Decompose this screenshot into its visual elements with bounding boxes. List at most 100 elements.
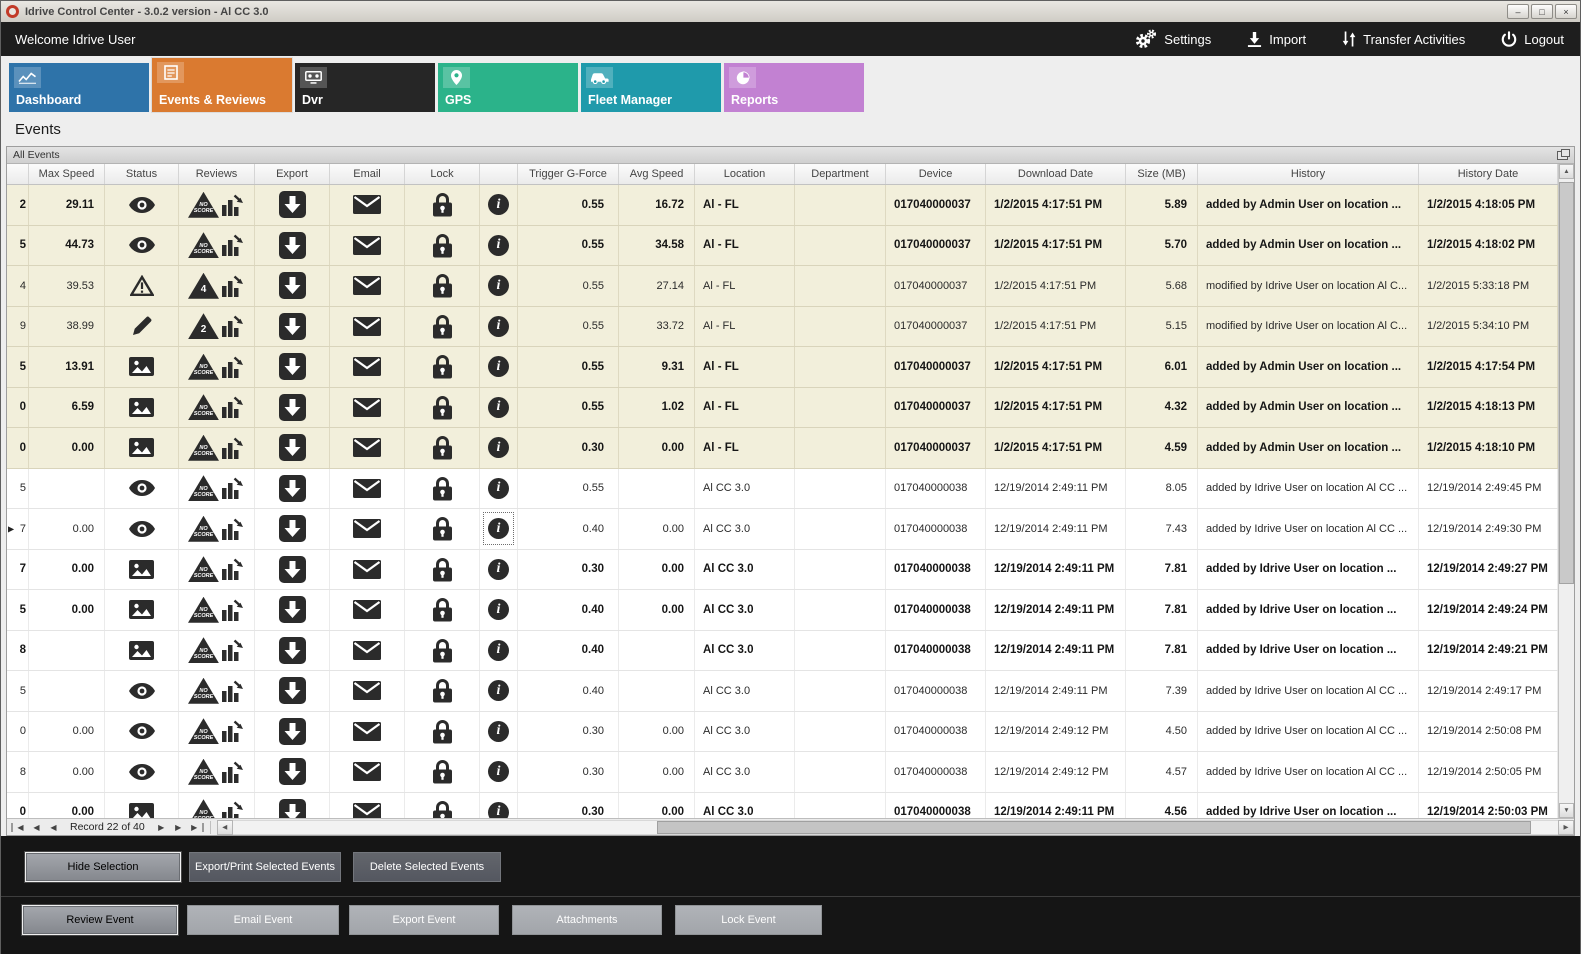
lock-cell[interactable] (405, 306, 480, 346)
column-header-download-date[interactable]: Download Date (986, 164, 1126, 184)
info-icon[interactable]: i (488, 477, 509, 499)
email-icon[interactable] (353, 681, 381, 701)
attachments-button[interactable]: Attachments (512, 905, 662, 935)
email-icon[interactable] (353, 316, 381, 336)
email-icon[interactable] (353, 478, 381, 498)
hide-selection-button[interactable]: Hide Selection (25, 852, 181, 882)
table-row[interactable]: 5 44.73 NO SCORE i 0.55 34.58 Al - FL 0170400000… (7, 225, 1558, 266)
info-cell[interactable]: i (480, 428, 518, 468)
export-icon[interactable] (278, 515, 306, 543)
info-icon[interactable]: i (488, 194, 509, 216)
horizontal-scrollbar[interactable] (216, 819, 1574, 835)
table-row[interactable]: 8 NO SCORE i 0.40 Al CC 3.0 017040000038 12/19/… (7, 630, 1558, 671)
vertical-scrollbar-thumb[interactable] (1559, 182, 1574, 584)
export-icon[interactable] (278, 596, 306, 624)
lock-icon[interactable] (432, 678, 452, 703)
info-cell[interactable]: i (480, 792, 518, 818)
email-icon[interactable] (353, 721, 381, 741)
close-button[interactable]: × (1555, 4, 1577, 19)
export-cell[interactable] (255, 549, 330, 589)
export-cell[interactable] (255, 387, 330, 427)
lock-cell[interactable] (405, 387, 480, 427)
email-cell[interactable] (330, 185, 405, 225)
info-icon[interactable]: i (488, 761, 509, 783)
email-cell[interactable] (330, 549, 405, 589)
column-header-export[interactable]: Export (255, 164, 330, 184)
lock-cell[interactable] (405, 752, 480, 792)
info-cell[interactable]: i (480, 509, 518, 549)
table-row[interactable]: 5 NO SCORE i 0.40 Al CC 3.0 017040000038 12/19/… (7, 671, 1558, 712)
column-header-max-speed[interactable]: Max Speed (29, 164, 105, 184)
info-icon[interactable]: i (488, 680, 509, 702)
info-icon[interactable]: i (488, 437, 509, 459)
export-icon[interactable] (278, 434, 306, 462)
horizontal-scrollbar-track[interactable] (232, 819, 1558, 835)
lock-cell[interactable] (405, 590, 480, 630)
column-header-lock[interactable]: Lock (405, 164, 480, 184)
info-icon[interactable]: i (488, 558, 509, 580)
last-record-button[interactable]: ▶ (187, 822, 204, 832)
info-cell[interactable]: i (480, 549, 518, 589)
info-cell[interactable]: i (480, 387, 518, 427)
table-row[interactable]: 2 29.11 NO SCORE i 0.55 16.72 Al - FL 0170400000… (7, 185, 1558, 226)
info-cell[interactable]: i (480, 590, 518, 630)
table-row[interactable]: 5 13.91 NO SCORE i 0.55 9.31 Al - FL 01704000003… (7, 347, 1558, 388)
first-record-button[interactable]: ◀ (11, 822, 28, 832)
info-icon[interactable]: i (488, 720, 509, 742)
export-cell[interactable] (255, 428, 330, 468)
lock-cell[interactable] (405, 468, 480, 508)
scroll-up-icon[interactable] (1559, 164, 1574, 179)
export-event-button[interactable]: Export Event (349, 905, 499, 935)
email-cell[interactable] (330, 468, 405, 508)
column-header-blank[interactable] (480, 164, 518, 184)
export-cell[interactable] (255, 225, 330, 265)
export-cell[interactable] (255, 468, 330, 508)
table-row[interactable]: 5 NO SCORE i 0.55 Al CC 3.0 017040000038 12/19/… (7, 468, 1558, 509)
export-icon[interactable] (278, 677, 306, 705)
table-row[interactable]: 4 39.53 4 i 0.55 27.14 Al - FL 017040000037 1/2/… (7, 266, 1558, 307)
export-cell[interactable] (255, 752, 330, 792)
reviews-cell[interactable]: 4 (179, 266, 255, 306)
table-row[interactable]: 0 0.00 NO SCORE i 0.30 0.00 Al - FL 017040000037… (7, 428, 1558, 469)
lock-cell[interactable] (405, 792, 480, 818)
lock-cell[interactable] (405, 711, 480, 751)
export-icon[interactable] (278, 798, 306, 818)
export-icon[interactable] (278, 555, 306, 583)
lock-icon[interactable] (432, 557, 452, 582)
column-header-trigger-g-force[interactable]: Trigger G-Force (518, 164, 619, 184)
info-cell[interactable]: i (480, 468, 518, 508)
email-icon[interactable] (353, 802, 381, 818)
tab-fleet-manager[interactable]: Fleet Manager (581, 63, 721, 112)
info-cell[interactable]: i (480, 306, 518, 346)
column-header-history-date[interactable]: History Date (1419, 164, 1558, 184)
lock-cell[interactable] (405, 185, 480, 225)
table-row[interactable]: ▶ 7 0.00 NO SCORE i 0.40 0.00 Al CC 3.0 017040000… (7, 509, 1558, 550)
export-cell[interactable] (255, 711, 330, 751)
export-icon[interactable] (278, 312, 306, 340)
lock-icon[interactable] (432, 516, 452, 541)
column-header-history[interactable]: History (1198, 164, 1419, 184)
lock-icon[interactable] (432, 759, 452, 784)
email-icon[interactable] (353, 559, 381, 579)
email-cell[interactable] (330, 347, 405, 387)
info-cell[interactable]: i (480, 711, 518, 751)
lock-icon[interactable] (432, 800, 452, 818)
scroll-left-icon[interactable] (216, 819, 233, 835)
table-row[interactable]: 0 6.59 NO SCORE i 0.55 1.02 Al - FL 017040000037… (7, 387, 1558, 428)
export-icon[interactable] (278, 393, 306, 421)
info-cell[interactable]: i (480, 266, 518, 306)
lock-cell[interactable] (405, 549, 480, 589)
minimize-button[interactable]: – (1507, 4, 1529, 19)
email-cell[interactable] (330, 225, 405, 265)
export-cell[interactable] (255, 590, 330, 630)
email-icon[interactable] (353, 640, 381, 660)
email-cell[interactable] (330, 630, 405, 670)
